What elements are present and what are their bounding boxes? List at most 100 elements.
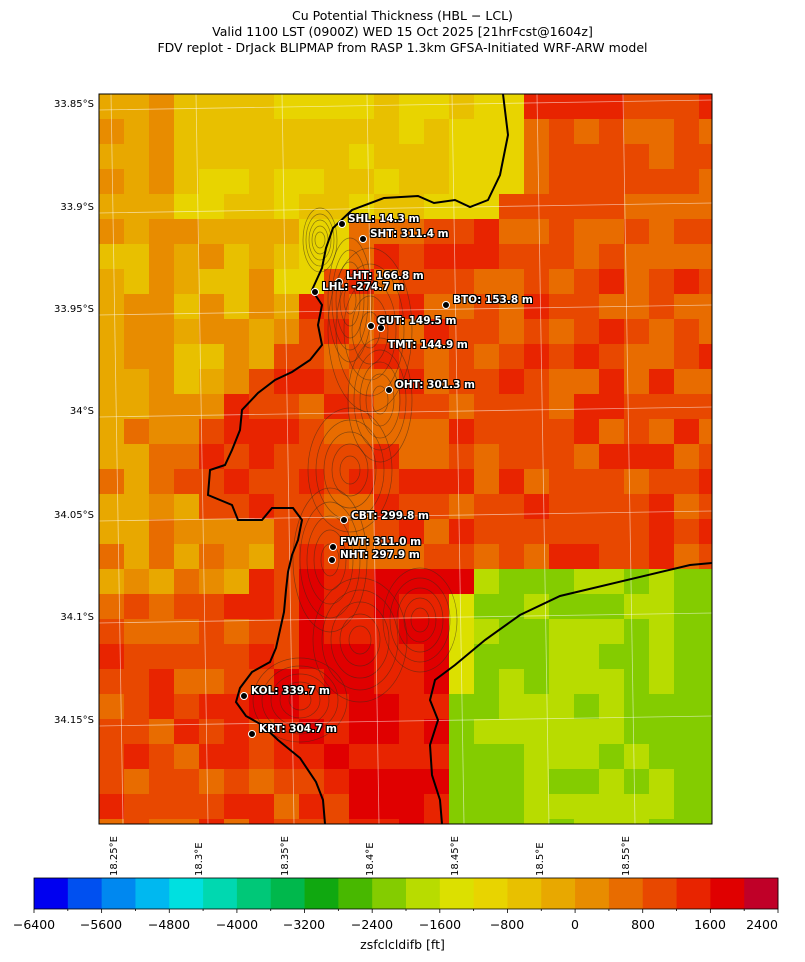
raster-cell [474,119,500,145]
raster-cell [549,394,575,420]
raster-cell [124,519,150,545]
raster-cell [199,419,225,445]
raster-cell [624,194,650,220]
raster-cell [324,94,350,120]
raster-cell [599,269,625,295]
raster-cell [549,694,575,720]
raster-cell [574,694,600,720]
raster-cell [599,769,625,795]
raster-cell [599,94,625,120]
station-label-oht: OHT: 301.3 m [395,379,475,391]
raster-cell [224,569,250,595]
raster-cell [374,644,400,670]
raster-cell [199,819,225,824]
raster-cell [649,769,675,795]
raster-cell [474,144,500,170]
raster-cell [349,644,375,670]
colorbar-swatch [304,878,339,909]
raster-cell [574,619,600,645]
colorbar-swatch [676,878,711,909]
raster-cell [249,569,275,595]
raster-cell [274,119,300,145]
graticule [99,94,712,824]
lon-label-18-3: 18.3°E [194,842,205,876]
graticule-line [536,94,550,824]
raster-cell [99,469,125,495]
raster-cell [549,119,575,145]
raster-cell [674,469,700,495]
raster-cell [124,194,150,220]
raster-cell [599,669,625,695]
raster-cell [424,644,450,670]
raster-cell [649,269,675,295]
terrain-contour [403,597,437,643]
raster-cell [599,219,625,245]
raster-cell [324,744,350,770]
raster-cell [624,269,650,295]
station-label-shl: SHL: 14.3 m [348,213,420,225]
raster-cell [324,394,350,420]
raster-cell [574,119,600,145]
raster-cell [524,169,550,195]
raster-cell [199,694,225,720]
raster-cell [624,644,650,670]
terrain-contour [312,577,408,703]
raster-cell [224,819,250,824]
raster-cell [349,469,375,495]
raster-cell [574,719,600,745]
graticule-line [281,94,295,824]
raster-cell [399,469,425,495]
raster-cell [574,419,600,445]
station-label-kol: KOL: 339.7 m [251,685,330,697]
raster-cell [699,819,712,824]
raster-cell [549,269,575,295]
raster-cell [274,819,300,824]
colorbar-swatch [67,878,103,909]
raster-cell [524,219,550,245]
raster-cell [274,594,300,620]
terrain-contour [331,249,369,351]
raster-cell [299,494,325,520]
raster-cell [524,644,550,670]
raster-cell [699,494,712,520]
raster-cell [674,794,700,820]
raster-cell [124,169,150,195]
colorbar-swatch [608,878,644,909]
graticule-line [99,612,712,624]
raster-cell [624,619,650,645]
raster-cell [674,694,700,720]
raster-cell [524,769,550,795]
raster-cell [574,219,600,245]
colorbar-label: zsfclcldifb [ft] [360,937,445,952]
raster-cell [574,244,600,270]
raster-cell [449,469,475,495]
raster-cell [624,519,650,545]
raster-cell [499,694,525,720]
raster-cell [149,744,175,770]
raster-cell [324,494,350,520]
map-frame [98,93,713,825]
colorbar-swatch [473,878,508,909]
raster-cell [649,469,675,495]
raster-cell [699,219,712,245]
raster-cell [149,394,175,420]
raster-cell [674,494,700,520]
lon-label-18-25: 18.25°E [109,836,120,876]
raster-cell [449,619,475,645]
raster-cell [424,394,450,420]
raster-cell [149,519,175,545]
terrain-contour [396,587,444,653]
raster-cell [399,569,425,595]
raster-cell [624,669,650,695]
raster-cell [449,344,475,370]
raster-cell [624,219,650,245]
colorbar-tick-label: 2400 [746,917,778,932]
raster-cell [474,494,500,520]
colorbar-swatch [642,878,677,909]
raster-cell [574,569,600,595]
raster-cell [549,494,575,520]
chart-title-line-2: Valid 1100 LST (0900Z) WED 15 Oct 2025 [… [212,24,593,39]
raster-cell [524,444,550,470]
raster-cell [599,519,625,545]
terrain-contour [313,529,347,591]
